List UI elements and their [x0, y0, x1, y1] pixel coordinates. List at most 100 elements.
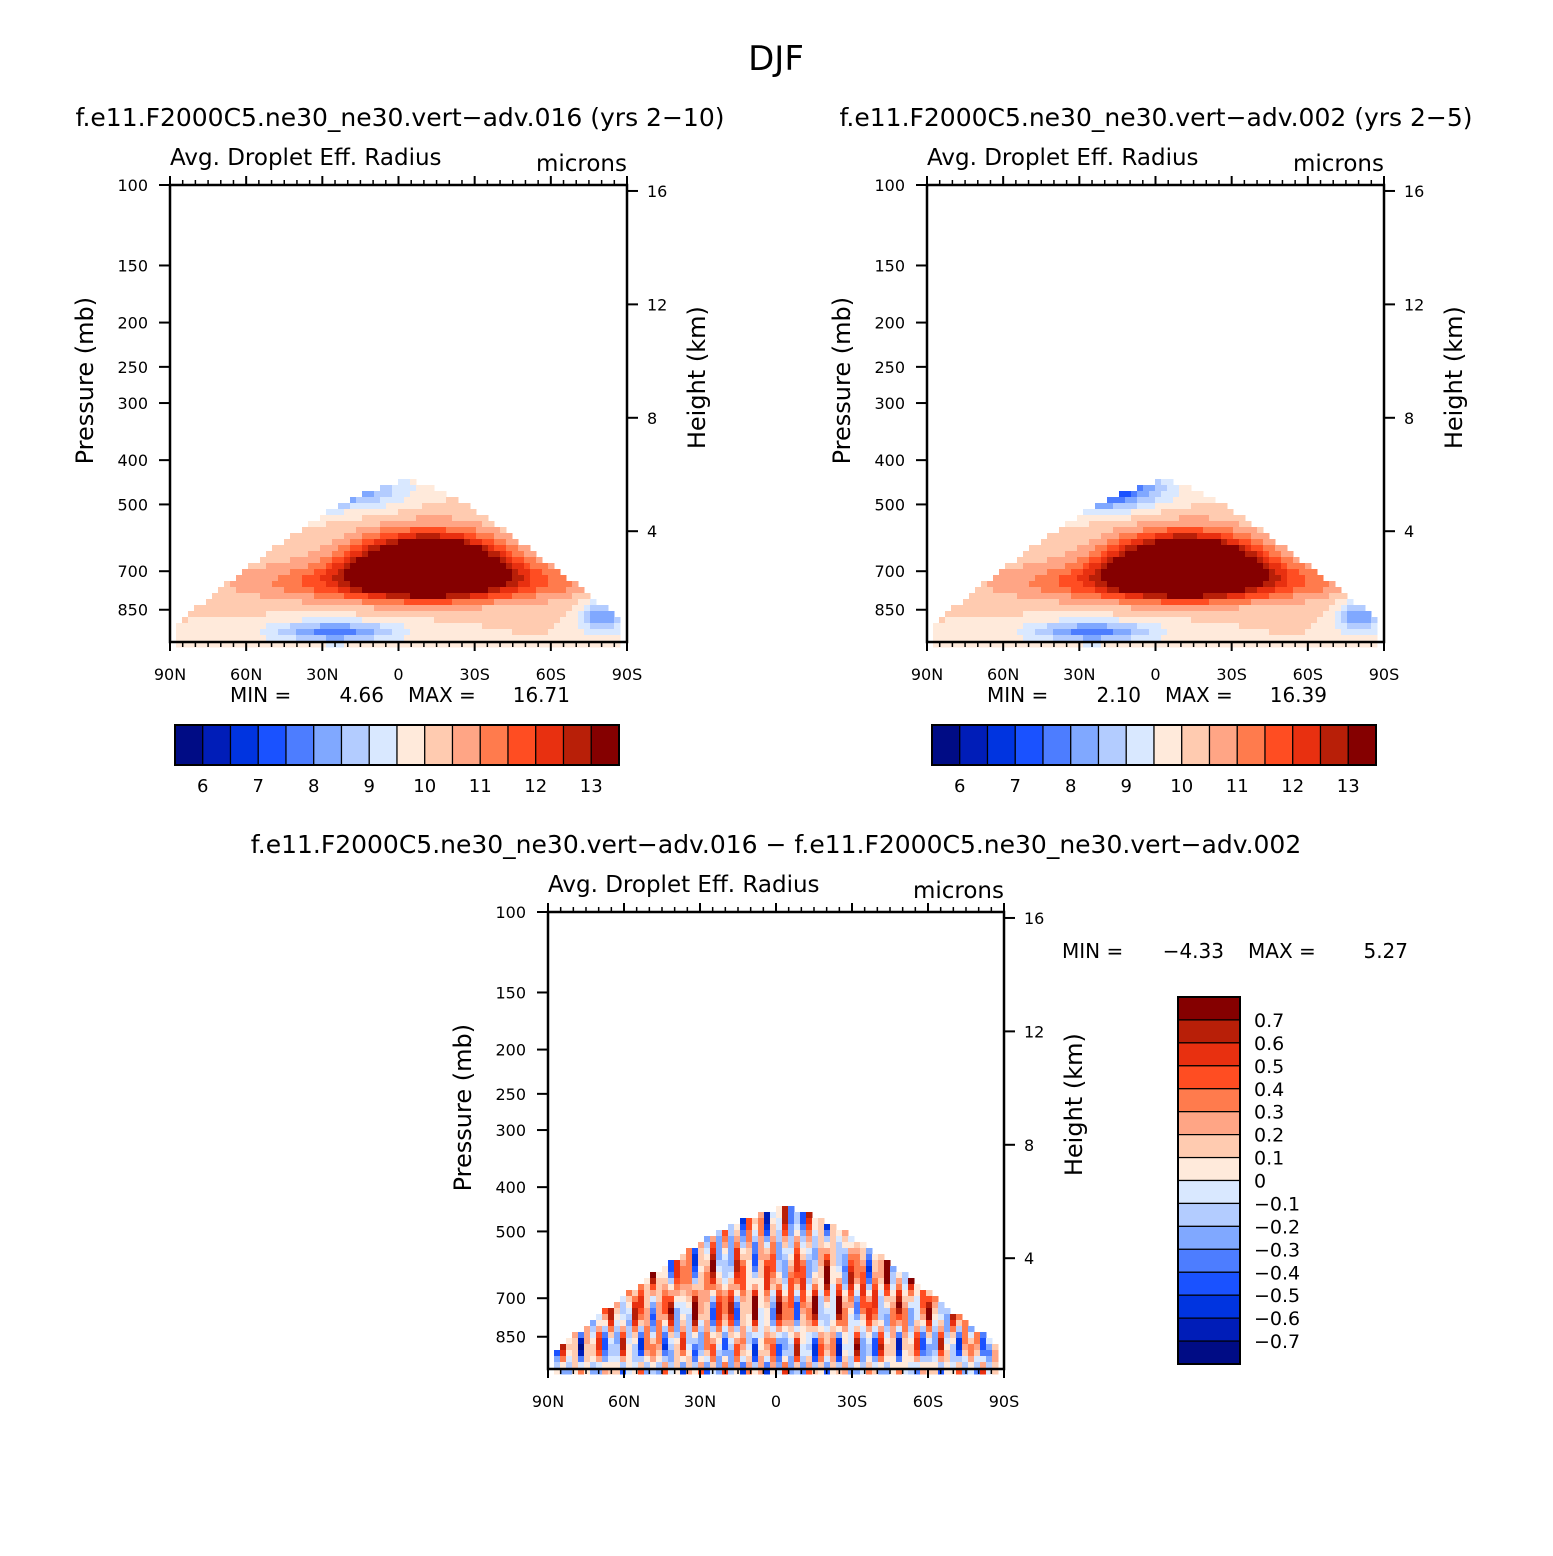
- contour-cell: [842, 1326, 849, 1333]
- contour-cell: [638, 1314, 645, 1321]
- contour-cell: [902, 1284, 909, 1291]
- contour-cell: [752, 1314, 759, 1321]
- contour-cell: [392, 539, 399, 546]
- contour-cell: [500, 611, 507, 618]
- contour-cell: [1233, 641, 1240, 648]
- contour-cell: [933, 629, 940, 636]
- contour-cell: [506, 641, 513, 648]
- contour-cell: [944, 1326, 951, 1333]
- contour-cell: [386, 497, 393, 504]
- x-tick-label: 60S: [536, 665, 567, 684]
- contour-cell: [788, 1296, 795, 1303]
- contour-cell: [542, 599, 549, 606]
- contour-cell: [1083, 533, 1090, 540]
- contour-cell: [584, 1338, 591, 1345]
- contour-cell: [548, 599, 555, 606]
- contour-cell: [752, 1230, 759, 1237]
- contour-cell: [950, 1320, 957, 1327]
- contour-cell: [1089, 605, 1096, 612]
- contour-cell: [981, 641, 988, 648]
- contour-cell: [716, 1350, 723, 1357]
- contour-cell: [710, 1302, 717, 1309]
- contour-cell: [512, 581, 519, 588]
- contour-cell: [945, 629, 952, 636]
- contour-cell: [770, 1326, 777, 1333]
- y-right-tick-label: 12: [647, 295, 667, 314]
- contour-cell: [1065, 563, 1072, 570]
- contour-cell: [1101, 599, 1108, 606]
- contour-cell: [356, 569, 363, 576]
- contour-cell: [956, 1326, 963, 1333]
- contour-cell: [428, 617, 435, 624]
- contour-cell: [758, 1260, 765, 1267]
- contour-cell: [812, 1224, 819, 1231]
- contour-cell: [266, 551, 273, 558]
- contour-cell: [410, 563, 417, 570]
- contour-cell: [386, 515, 393, 522]
- contour-cell: [212, 599, 219, 606]
- contour-cell: [566, 641, 573, 648]
- contour-cell: [932, 1302, 939, 1309]
- contour-cell: [428, 551, 435, 558]
- contour-cell: [518, 587, 525, 594]
- contour-cell: [194, 629, 201, 636]
- contour-cell: [896, 1338, 903, 1345]
- contour-cell: [518, 545, 525, 552]
- contour-cell: [350, 527, 357, 534]
- contour-cell: [758, 1248, 765, 1255]
- contour-cell: [908, 1296, 915, 1303]
- contour-cell: [1317, 617, 1324, 624]
- contour-cell: [1293, 569, 1300, 576]
- contour-cell: [758, 1302, 765, 1309]
- contour-cell: [284, 587, 291, 594]
- contour-cell: [704, 1266, 711, 1273]
- contour-cell: [344, 563, 351, 570]
- contour-cell: [1323, 587, 1330, 594]
- contour-cell: [1287, 629, 1294, 636]
- contour-cell: [1239, 563, 1246, 570]
- contour-cell: [1185, 509, 1192, 516]
- contour-cell: [596, 617, 603, 624]
- contour-cell: [1251, 575, 1258, 582]
- contour-cell: [987, 593, 994, 600]
- contour-cell: [224, 611, 231, 618]
- contour-cell: [836, 1320, 843, 1327]
- contour-cell: [1119, 617, 1126, 624]
- contour-cell: [824, 1314, 831, 1321]
- contour-cell: [272, 641, 279, 648]
- contour-cell: [638, 1338, 645, 1345]
- contour-cell: [590, 1320, 597, 1327]
- contour-cell: [458, 557, 465, 564]
- contour-cell: [590, 1338, 597, 1345]
- contour-cell: [368, 641, 375, 648]
- contour-cell: [1233, 623, 1240, 630]
- colorbar-label: 0.5: [1254, 1056, 1284, 1078]
- contour-cell: [392, 581, 399, 588]
- contour-cell: [1053, 629, 1060, 636]
- contour-cell: [590, 1350, 597, 1357]
- contour-cell: [1341, 611, 1348, 618]
- contour-cell: [428, 521, 435, 528]
- contour-cell: [440, 527, 447, 534]
- contour-cell: [782, 1350, 789, 1357]
- contour-cell: [698, 1296, 705, 1303]
- contour-cell: [1119, 563, 1126, 570]
- contour-cell: [842, 1236, 849, 1243]
- contour-cell: [1287, 551, 1294, 558]
- contour-cell: [290, 551, 297, 558]
- contour-cell: [308, 587, 315, 594]
- contour-cell: [1317, 605, 1324, 612]
- contour-cell: [734, 1350, 741, 1357]
- contour-cell: [1107, 551, 1114, 558]
- contour-cell: [770, 1248, 777, 1255]
- contour-cell: [350, 503, 357, 510]
- contour-cell: [716, 1356, 723, 1363]
- contour-cell: [590, 599, 597, 606]
- contour-cell: [458, 587, 465, 594]
- contour-cell: [212, 641, 219, 648]
- contour-cell: [260, 569, 267, 576]
- contour-cell: [956, 1362, 963, 1369]
- contour-cell: [1095, 527, 1102, 534]
- contour-cell: [1209, 569, 1216, 576]
- contour-cell: [446, 515, 453, 522]
